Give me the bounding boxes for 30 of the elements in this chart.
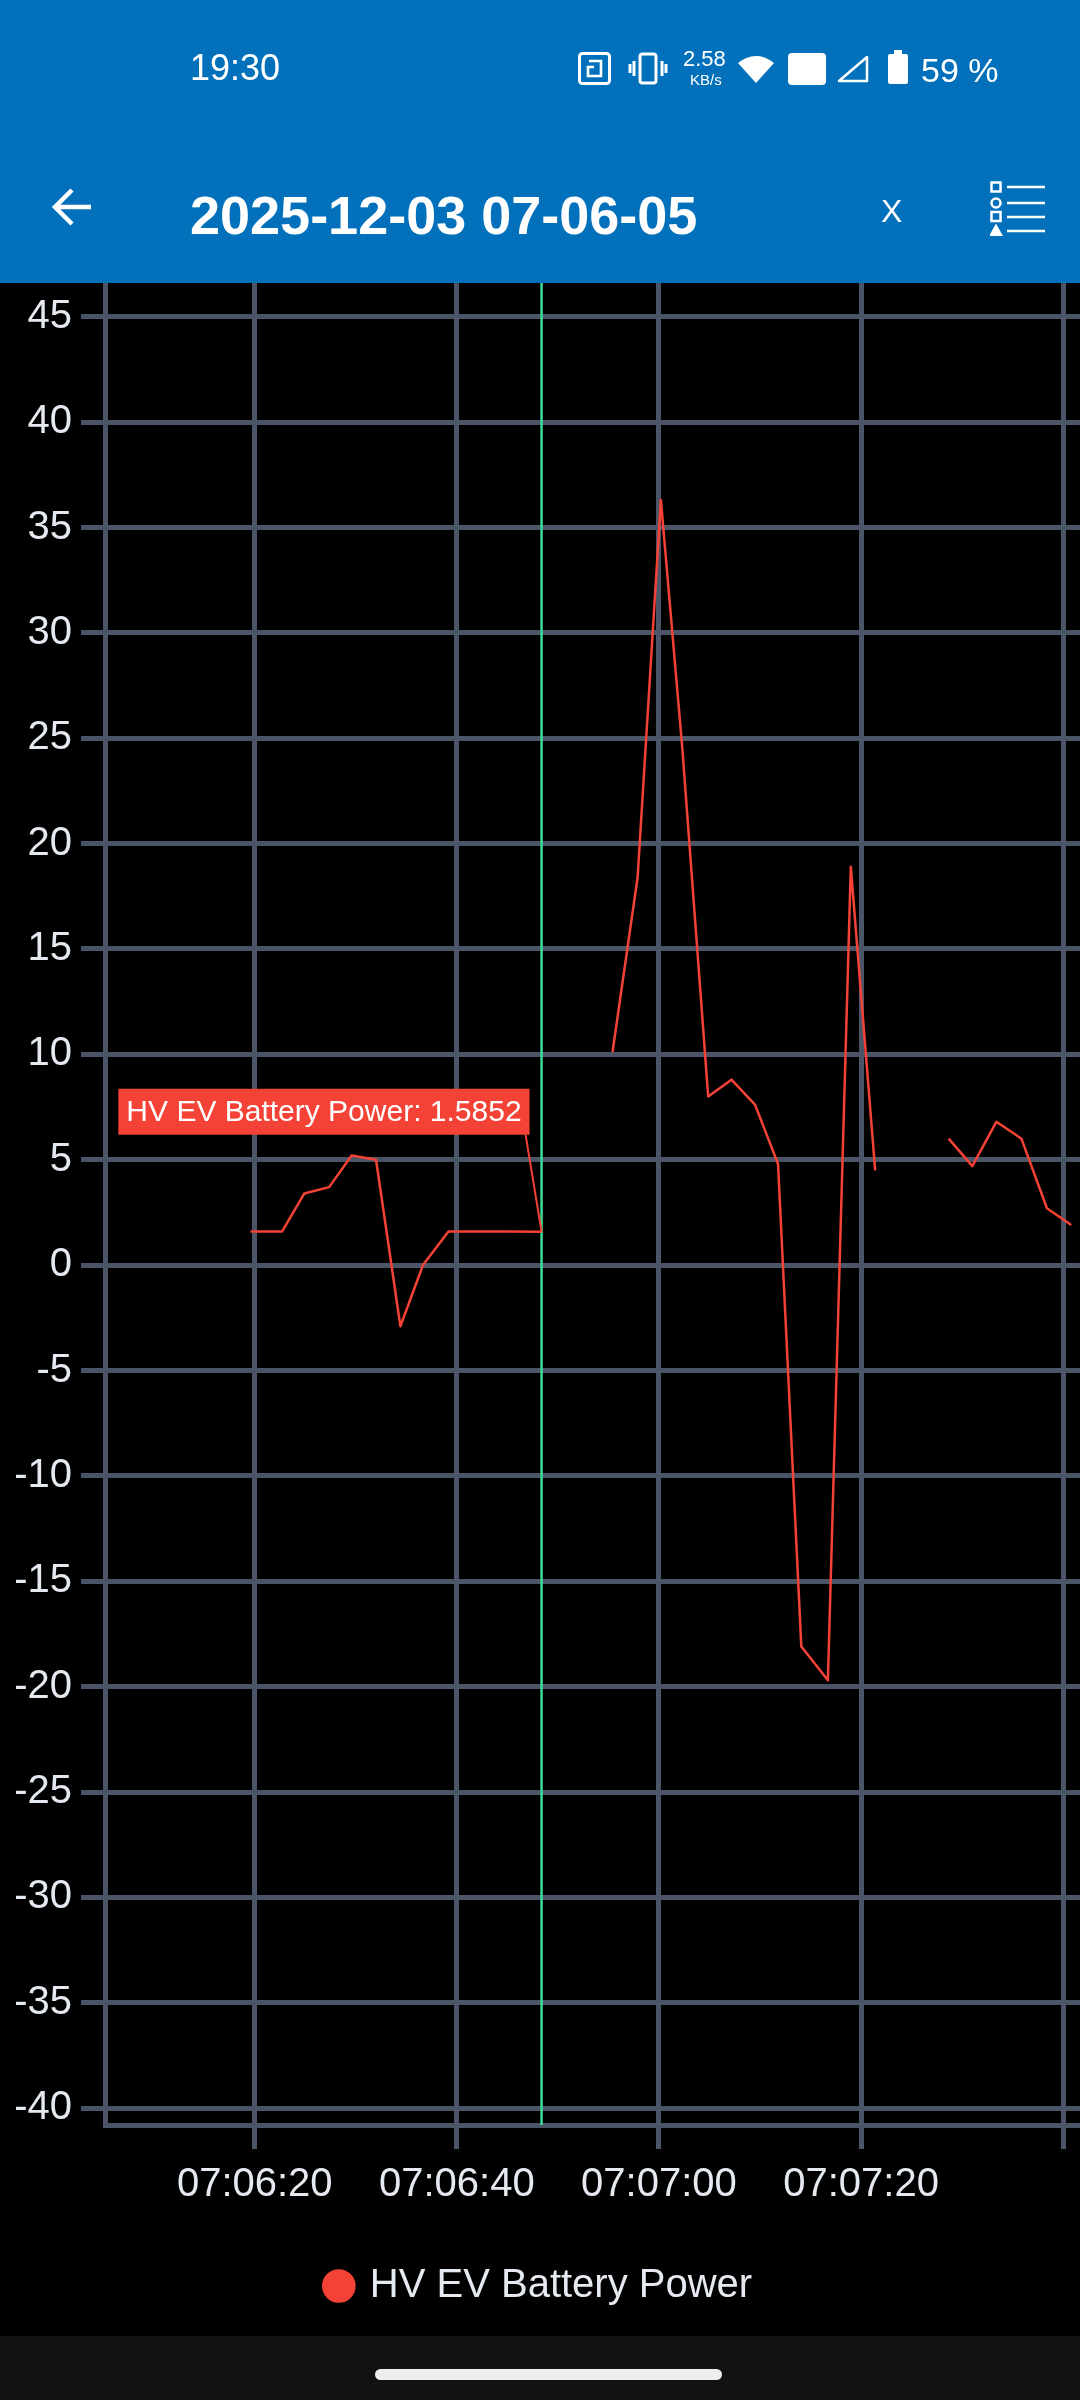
- text: KB/s: [690, 71, 722, 88]
- y-tick-label: -5: [36, 1345, 72, 1390]
- annotation: HV EV Battery Power: 1.5852: [126, 1093, 522, 1127]
- y-tick-label: 30: [27, 607, 72, 652]
- x-tick-label: 07:07:20: [783, 2160, 939, 2205]
- text: X: [881, 193, 903, 229]
- legend-label: HV EV Battery Power: [369, 2261, 753, 2306]
- y-tick-label: -30: [14, 1872, 72, 1917]
- y-tick-label: 35: [27, 502, 72, 547]
- y-tick-label: 20: [27, 818, 72, 863]
- x-tick-label: 07:06:20: [176, 2160, 333, 2205]
- y-tick-label: -25: [14, 1767, 72, 1812]
- x-tick-label: 07:07:00: [581, 2160, 737, 2205]
- y-tick-label: 5: [49, 1134, 72, 1179]
- y-tick-label: -15: [14, 1556, 72, 1601]
- y-tick-label: 25: [27, 713, 72, 758]
- y-tick-label: 0: [49, 1240, 72, 1285]
- text: 59 %: [921, 51, 999, 89]
- y-tick-label: 40: [27, 397, 72, 442]
- y-tick-label: -40: [14, 2083, 72, 2128]
- y-tick-label: 10: [27, 1029, 72, 1074]
- y-tick-label: 15: [27, 924, 72, 969]
- chart-title: 2025-12-03 07-06-05: [190, 185, 698, 245]
- y-tick-label: -10: [14, 1450, 72, 1495]
- text: 19:30: [190, 47, 281, 88]
- y-tick-label: -35: [14, 1977, 72, 2022]
- y-tick-label: -20: [14, 1661, 72, 1706]
- text: 2.58: [683, 46, 726, 71]
- y-tick-label: 45: [27, 291, 72, 336]
- x-tick-label: 07:06:40: [378, 2160, 535, 2205]
